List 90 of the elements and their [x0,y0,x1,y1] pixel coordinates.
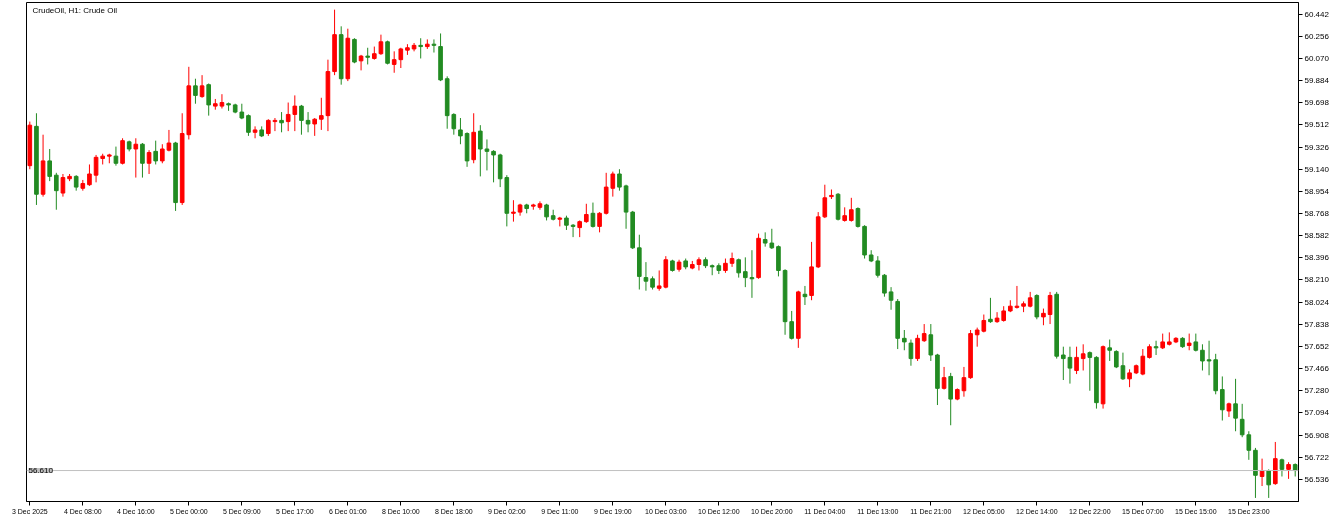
y-tick-label: 59.326 [1304,142,1330,152]
candlestick [1200,343,1205,371]
candlestick [47,148,53,182]
candlestick [1266,468,1272,499]
candlestick [206,82,212,117]
y-tick-label: 58.768 [1304,209,1330,219]
candlestick [1153,340,1159,356]
candlestick [252,125,258,139]
y-tick-label: 58.210 [1304,275,1330,285]
y-tick-label: 57.652 [1304,341,1330,351]
candlestick [140,142,145,179]
candlestick [749,249,755,299]
candlestick [279,111,284,133]
candlestick [802,285,808,306]
candlestick [120,137,125,165]
y-tick-label: 60.070 [1304,53,1330,63]
y-tick-label: 59.884 [1304,76,1330,86]
candlestick [941,366,947,391]
candlestick [915,334,920,362]
chart-title: CrudeOil, H1: Crude Oil [32,5,118,15]
candlestick [53,172,59,211]
y-tick-label: 56.908 [1304,430,1330,440]
candlestick [1246,430,1252,461]
candlestick [484,138,490,171]
candlestick [1034,293,1040,320]
y-tick-label: 59.512 [1304,120,1330,130]
y-tick-label: 57.280 [1304,386,1330,396]
candlestick [855,206,861,229]
candlestick [491,149,496,183]
candlestick [1259,458,1265,487]
y-tick-label: 58.024 [1304,297,1330,307]
candlestick [299,104,304,136]
candlestick [305,111,311,133]
candlestick [882,273,887,298]
candlestick [583,203,589,224]
candlestick [246,113,251,137]
y-tick-label: 57.094 [1304,408,1330,418]
candlestick [1107,339,1113,362]
candlestick [769,228,775,250]
candlestick [928,323,934,362]
y-tick-label: 59.698 [1304,98,1330,108]
candlestick [199,74,205,99]
candlestick [87,163,92,187]
candlestick [153,140,159,165]
y-tick-label: 57.838 [1304,319,1330,329]
y-tick-label: 57.466 [1304,364,1330,374]
candlestick [590,202,596,229]
candlestick [901,329,907,351]
candlestick [193,78,198,105]
candlestick [1233,378,1238,432]
candlestick [1239,403,1245,438]
candlestick [418,37,424,59]
candlestick [822,184,828,219]
candlestick [477,124,483,177]
y-tick-label: 60.442 [1304,9,1330,19]
candlestick [1047,291,1053,325]
candlestick [1080,343,1086,371]
y-tick-label: 56.722 [1304,452,1330,462]
candlestick [113,146,119,167]
candlestick [352,37,357,64]
candlestick [60,173,66,198]
candlestick [848,197,854,223]
candlestick [1219,375,1225,422]
candlestick [888,286,894,311]
candlestick [133,137,139,179]
y-tick-label: 58.582 [1304,231,1330,241]
candlestick [742,256,748,288]
candlestick [643,261,649,292]
candlestick [570,223,576,238]
y-tick-label: 59.140 [1304,164,1330,174]
candlestick [1087,350,1093,392]
candlestick [511,199,516,223]
candlestick [358,54,364,71]
candlestick [875,255,881,279]
candlestick [597,211,602,233]
ref-line-label: 56.610 [28,466,54,476]
y-tick-label: 58.396 [1304,253,1330,263]
candlestick [431,38,437,54]
candlestick [146,149,152,175]
candlestick [776,244,781,277]
candlestick [908,339,914,367]
candlestick [617,168,622,192]
candlestick [948,372,954,426]
y-tick-label: 56.536 [1304,474,1330,484]
y-tick-label: 60.256 [1304,31,1330,41]
candlestick [458,117,463,145]
candlestick [988,297,993,324]
candlestick [1074,346,1079,375]
y-tick-label: 58.954 [1304,186,1330,196]
candlestick [729,252,735,268]
